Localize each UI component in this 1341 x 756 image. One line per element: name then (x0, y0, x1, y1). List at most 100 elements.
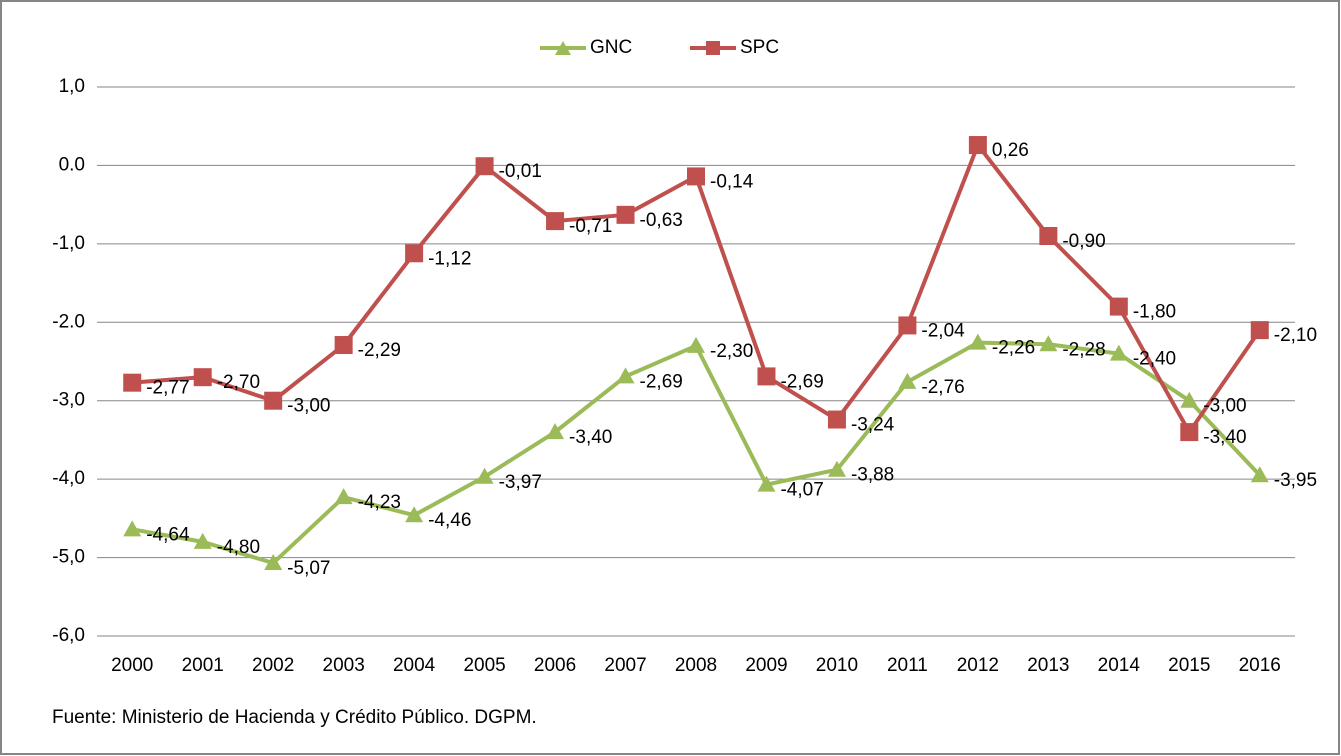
marker (546, 423, 565, 440)
data-label: -0,71 (569, 216, 612, 237)
marker (1180, 391, 1199, 408)
y-tick-label: 0.0 (59, 154, 85, 175)
x-tick-label: 2016 (1239, 655, 1281, 676)
marker (616, 367, 635, 384)
data-label: -3,95 (1274, 470, 1317, 491)
y-tick-label: -4,0 (52, 468, 85, 489)
data-label: -2,26 (992, 338, 1035, 359)
y-tick-label: -3,0 (52, 390, 85, 411)
marker (898, 316, 917, 335)
marker (475, 157, 494, 176)
data-label: -2,29 (358, 340, 401, 361)
data-label: -2,69 (640, 371, 683, 392)
data-label: -2,04 (921, 320, 965, 341)
marker (757, 367, 776, 386)
data-label: -4,07 (780, 480, 823, 501)
marker (616, 205, 635, 224)
x-tick-label: 2012 (957, 655, 999, 676)
x-tick-label: 2000 (111, 655, 153, 676)
marker (1109, 344, 1128, 361)
data-label: -3,40 (1203, 427, 1246, 448)
marker (264, 391, 283, 410)
legend-marker (706, 41, 720, 55)
marker (968, 333, 987, 350)
y-tick-label: 1,0 (59, 76, 85, 97)
legend-label: GNC (590, 37, 632, 58)
y-tick-label: -2.0 (52, 311, 85, 332)
marker (1180, 423, 1199, 442)
source-note: Fuente: Ministerio de Hacienda y Crédito… (52, 707, 537, 728)
x-tick-label: 2001 (182, 655, 224, 676)
data-label: -2,70 (217, 372, 260, 393)
x-tick-label: 2004 (393, 655, 436, 676)
data-label: -3,24 (851, 415, 895, 436)
marker (334, 488, 353, 505)
marker (1109, 297, 1128, 316)
marker (546, 212, 565, 231)
data-label: -2,76 (921, 377, 964, 398)
marker (1039, 227, 1058, 246)
marker (475, 467, 494, 484)
marker (898, 372, 917, 389)
data-label: -3,00 (287, 396, 330, 417)
marker (193, 532, 212, 549)
data-label: -3,00 (1203, 396, 1246, 417)
x-tick-label: 2014 (1098, 655, 1141, 676)
x-tick-label: 2013 (1027, 655, 1069, 676)
marker (1250, 466, 1269, 483)
data-label: -3,88 (851, 465, 894, 486)
x-tick-label: 2005 (463, 655, 505, 676)
x-tick-label: 2015 (1168, 655, 1210, 676)
data-label: -0,01 (499, 161, 542, 182)
marker (405, 506, 424, 523)
marker (193, 368, 212, 387)
marker (687, 336, 705, 353)
marker (827, 460, 846, 477)
y-tick-label: -6,0 (52, 625, 85, 646)
marker (757, 475, 776, 492)
data-label: -2,69 (780, 371, 823, 392)
x-tick-label: 2006 (534, 655, 576, 676)
data-label: -2,40 (1133, 349, 1176, 370)
x-tick-label: 2011 (887, 655, 928, 676)
y-tick-label: -5,0 (52, 547, 85, 568)
x-tick-label: 2003 (323, 655, 365, 676)
data-label: -4,23 (358, 492, 401, 513)
x-tick-label: 2007 (604, 655, 646, 676)
x-tick-label: 2008 (675, 655, 717, 676)
data-label: -4,64 (146, 524, 190, 545)
marker (968, 136, 987, 155)
x-tick-label: 2002 (252, 655, 294, 676)
data-label: -4,46 (428, 510, 471, 531)
marker (1039, 335, 1058, 352)
marker (334, 336, 353, 355)
data-label: 0,26 (992, 140, 1029, 161)
data-label: -0,90 (1062, 231, 1105, 252)
data-label: -1,12 (428, 248, 471, 269)
marker (123, 520, 142, 537)
data-label: -2,10 (1274, 325, 1317, 346)
data-label: -2,30 (710, 341, 753, 362)
y-tick-label: -1,0 (52, 233, 85, 254)
legend-marker (555, 41, 571, 55)
data-label: -3,97 (499, 472, 542, 493)
data-label: -1,80 (1133, 302, 1176, 323)
marker (827, 410, 846, 429)
legend-label: SPC (740, 37, 779, 58)
marker (687, 167, 705, 186)
x-tick-label: 2010 (816, 655, 858, 676)
marker (123, 373, 142, 392)
marker (264, 554, 283, 571)
x-tick-label: 2009 (745, 655, 787, 676)
marker (405, 244, 424, 263)
marker (1250, 321, 1269, 340)
data-label: -2,28 (1062, 339, 1105, 360)
data-label: -4,80 (217, 537, 260, 558)
data-label: -3,40 (569, 427, 612, 448)
data-label: -0,14 (710, 171, 754, 192)
data-label: -0,63 (640, 210, 683, 231)
data-label: -2,77 (146, 378, 189, 399)
data-label: -5,07 (287, 558, 330, 579)
